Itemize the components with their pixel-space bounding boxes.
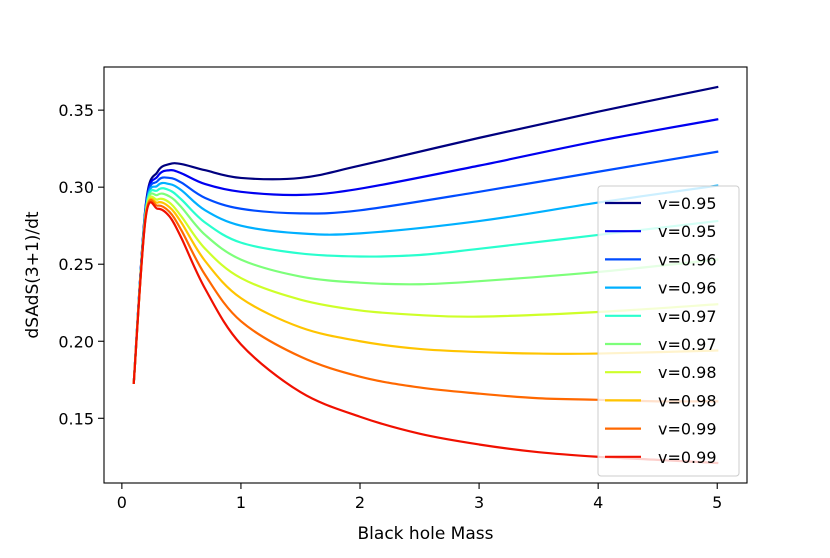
series-layer [132,85,719,465]
series-line-4 [132,181,719,385]
y-axis-ticks: 0.15 0.20 0.25 0.30 0.35 [58,101,104,428]
series-line-3 [132,150,719,385]
legend-label: v=0.99 [658,448,717,467]
y-tick-label: 0.15 [58,409,94,428]
x-tick-label: 1 [236,493,246,512]
series-line-1 [132,85,719,385]
series-line-9 [132,199,719,403]
x-tick-label: 2 [355,493,365,512]
x-tick-label: 4 [593,493,603,512]
y-tick-label: 0.30 [58,178,94,197]
series-line-8 [132,197,719,385]
x-axis-label: Black hole Mass [358,524,494,544]
legend-label: v=0.95 [658,222,717,241]
y-tick-label: 0.25 [58,255,94,274]
series-line-6 [132,192,719,385]
x-axis-ticks: 0 1 2 3 4 5 [117,483,722,512]
legend-label: v=0.99 [658,420,717,439]
y-axis-label: dSAdS(3+1)/dt [23,211,43,338]
x-tick-label: 0 [117,493,127,512]
x-tick-label: 5 [712,493,722,512]
legend-label: v=0.96 [658,250,717,269]
series-line-7 [132,195,719,385]
plot-area-frame [103,66,748,484]
legend-label: v=0.96 [658,279,717,298]
series-line-5 [132,187,719,385]
legend-label: v=0.97 [658,307,717,326]
series-line-2 [132,118,719,385]
legend-label: v=0.95 [658,194,717,213]
legend-label: v=0.97 [658,335,717,354]
legend: v=0.95 v=0.95 v=0.96 v=0.96 v=0.97 v=0.97 v=0.… [597,185,740,477]
x-tick-label: 3 [474,493,484,512]
legend-label: v=0.98 [658,391,717,410]
y-tick-label: 0.35 [58,101,94,120]
legend-label: v=0.98 [658,363,717,382]
series-line-10 [132,201,719,465]
y-tick-label: 0.20 [58,332,94,351]
